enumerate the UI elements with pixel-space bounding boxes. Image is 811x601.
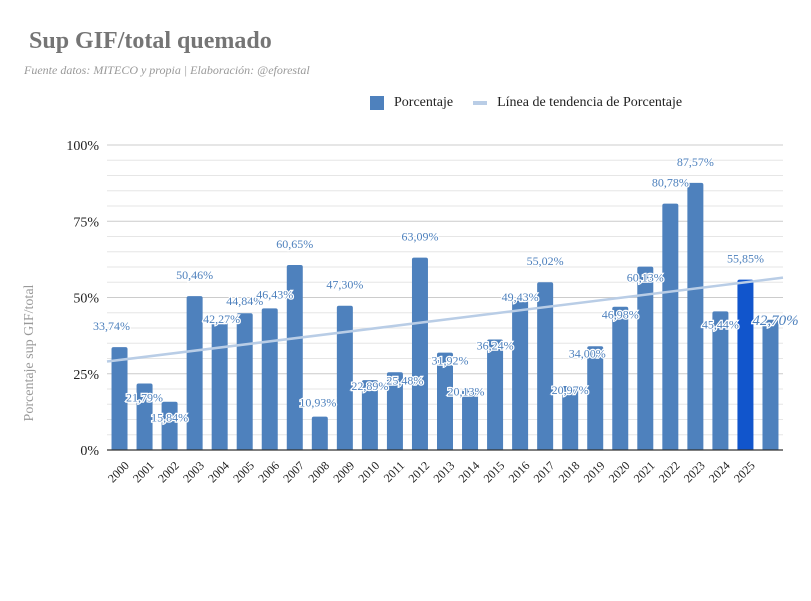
data-label: 31,92% [432, 354, 469, 368]
y-tick-label: 0% [80, 444, 99, 459]
data-label: 20,13% [448, 385, 485, 399]
x-tick-label: 2013 [430, 458, 457, 485]
x-tick-label: 2014 [456, 458, 483, 485]
data-label: 44,84% [226, 294, 263, 308]
data-label: 36,24% [477, 338, 514, 352]
legend-label: Línea de tendencia de Porcentaje [497, 95, 683, 110]
data-label: 42,70% [752, 313, 798, 329]
data-label: 55,02% [527, 254, 564, 268]
data-label: 25,48% [386, 373, 423, 387]
data-label: 46,98% [602, 308, 639, 322]
chart-subtitle: Fuente datos: MITECO y propia | Elaborac… [24, 63, 310, 77]
bar [361, 380, 378, 450]
x-tick-label: 2011 [381, 458, 408, 485]
bar [311, 416, 328, 450]
bar [612, 306, 629, 450]
data-label: 49,43% [502, 290, 539, 304]
x-tick-label: 2016 [506, 458, 533, 485]
data-label: 47,30% [326, 278, 363, 292]
x-tick-label: 2025 [731, 458, 758, 485]
bar [261, 308, 278, 450]
data-label: 34,00% [569, 346, 606, 360]
bar [462, 388, 479, 450]
x-tick-label: 2020 [606, 458, 633, 485]
data-label: 22,89% [351, 379, 388, 393]
x-tick-label: 2024 [706, 458, 733, 485]
bar [662, 203, 679, 450]
data-label: 87,57% [677, 155, 714, 169]
bar [136, 383, 153, 450]
legend-item-porcentaje[interactable]: Porcentaje [370, 95, 453, 111]
x-tick-label: 2008 [305, 458, 332, 485]
legend: Porcentaje Línea de tendencia de Porcent… [370, 95, 702, 111]
data-label: 50,46% [176, 268, 213, 282]
y-tick-label: 100% [66, 139, 99, 154]
y-tick-label: 50% [73, 292, 99, 307]
bar [587, 346, 604, 450]
bar [737, 279, 754, 450]
bar [236, 313, 253, 450]
x-tick-label: 2006 [255, 458, 282, 485]
y-tick-label: 75% [73, 215, 99, 230]
bar [637, 266, 654, 450]
data-label: 20,97% [552, 383, 589, 397]
data-label: 21,79% [126, 391, 163, 405]
data-label: 45,44% [702, 317, 739, 331]
bar [111, 347, 128, 450]
data-label: 46,43% [256, 287, 293, 301]
chart-title: Sup GIF/total quemado [29, 28, 272, 54]
legend-bar-swatch [370, 96, 384, 110]
legend-line-swatch [473, 101, 488, 105]
bar [161, 401, 178, 450]
trendline [106, 276, 784, 363]
x-tick-label: 2005 [230, 458, 257, 485]
bar [437, 352, 453, 450]
bar [186, 296, 203, 450]
x-tick-label: 2002 [155, 458, 182, 485]
data-label: 33,74% [93, 319, 130, 333]
bar [512, 299, 529, 450]
x-tick-label: 2022 [656, 458, 683, 485]
data-label: 10,93% [299, 396, 336, 410]
x-tick-label: 2007 [280, 458, 307, 485]
data-label: 63,09% [401, 230, 438, 244]
x-tick-label: 2001 [130, 458, 157, 485]
bar [336, 305, 353, 450]
x-tick-label: 2012 [405, 458, 432, 485]
x-tick-label: 2004 [205, 458, 232, 485]
x-tick-label: 2010 [355, 458, 382, 485]
y-tick-label: 25% [73, 368, 99, 383]
data-label: 55,85% [727, 252, 764, 266]
legend-label: Porcentaje [394, 95, 454, 110]
bar [712, 311, 729, 450]
x-tick-label: 2019 [581, 458, 608, 485]
x-tick-label: 2018 [556, 458, 583, 485]
x-tick-label: 2021 [631, 458, 658, 485]
bar [411, 257, 428, 450]
bar [537, 282, 554, 450]
x-tick-label: 2009 [330, 458, 357, 485]
x-tick-label: 2015 [481, 458, 508, 485]
bar [687, 182, 704, 450]
bar [286, 265, 303, 450]
x-tick-label: 2003 [180, 458, 207, 485]
legend-item-trendline[interactable]: Línea de tendencia de Porcentaje [473, 95, 682, 111]
data-label: 15,84% [151, 411, 188, 425]
bar [562, 386, 579, 450]
bar [762, 319, 779, 450]
data-label: 60,65% [276, 237, 313, 251]
bar [487, 339, 504, 450]
data-label: 42,27% [203, 312, 240, 326]
bar [386, 372, 403, 450]
data-label: 60,13% [627, 271, 664, 285]
x-tick-label: 2023 [681, 458, 708, 485]
bar [211, 321, 228, 450]
x-tick-label: 2017 [531, 458, 558, 485]
data-label: 80,78% [652, 176, 689, 190]
x-tick-label: 2000 [105, 458, 132, 485]
